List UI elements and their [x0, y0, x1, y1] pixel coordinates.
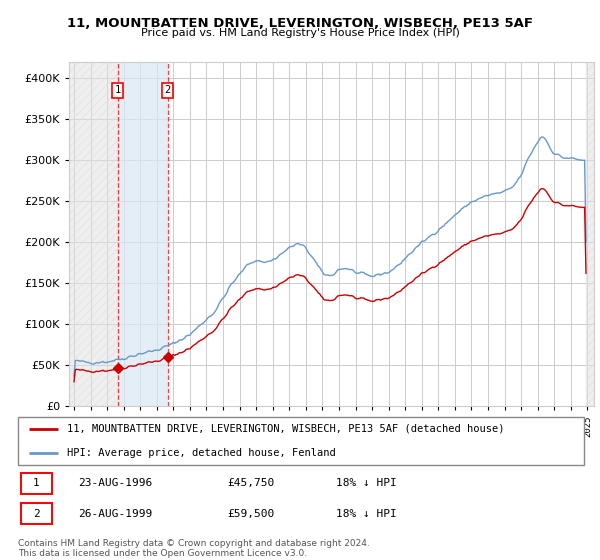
Text: 2: 2 [33, 508, 40, 519]
FancyBboxPatch shape [21, 473, 52, 494]
Text: HPI: Average price, detached house, Fenland: HPI: Average price, detached house, Fenl… [67, 448, 335, 458]
Bar [586, 62, 594, 406]
Bar [118, 62, 167, 406]
Text: Contains HM Land Registry data © Crown copyright and database right 2024.
This d: Contains HM Land Registry data © Crown c… [18, 539, 370, 558]
Text: £45,750: £45,750 [227, 478, 274, 488]
Text: 11, MOUNTBATTEN DRIVE, LEVERINGTON, WISBECH, PE13 5AF: 11, MOUNTBATTEN DRIVE, LEVERINGTON, WISB… [67, 17, 533, 30]
Text: 18% ↓ HPI: 18% ↓ HPI [336, 508, 397, 519]
Text: Price paid vs. HM Land Registry's House Price Index (HPI): Price paid vs. HM Land Registry's House … [140, 28, 460, 38]
Text: 26-AUG-1999: 26-AUG-1999 [78, 508, 152, 519]
Text: 1: 1 [115, 85, 121, 95]
FancyBboxPatch shape [18, 417, 584, 465]
Bar [69, 62, 118, 406]
Text: 18% ↓ HPI: 18% ↓ HPI [336, 478, 397, 488]
Text: £59,500: £59,500 [227, 508, 274, 519]
Text: 23-AUG-1996: 23-AUG-1996 [78, 478, 152, 488]
Text: 11, MOUNTBATTEN DRIVE, LEVERINGTON, WISBECH, PE13 5AF (detached house): 11, MOUNTBATTEN DRIVE, LEVERINGTON, WISB… [67, 424, 504, 434]
FancyBboxPatch shape [21, 503, 52, 524]
Text: 1: 1 [33, 478, 40, 488]
Text: 2: 2 [164, 85, 170, 95]
